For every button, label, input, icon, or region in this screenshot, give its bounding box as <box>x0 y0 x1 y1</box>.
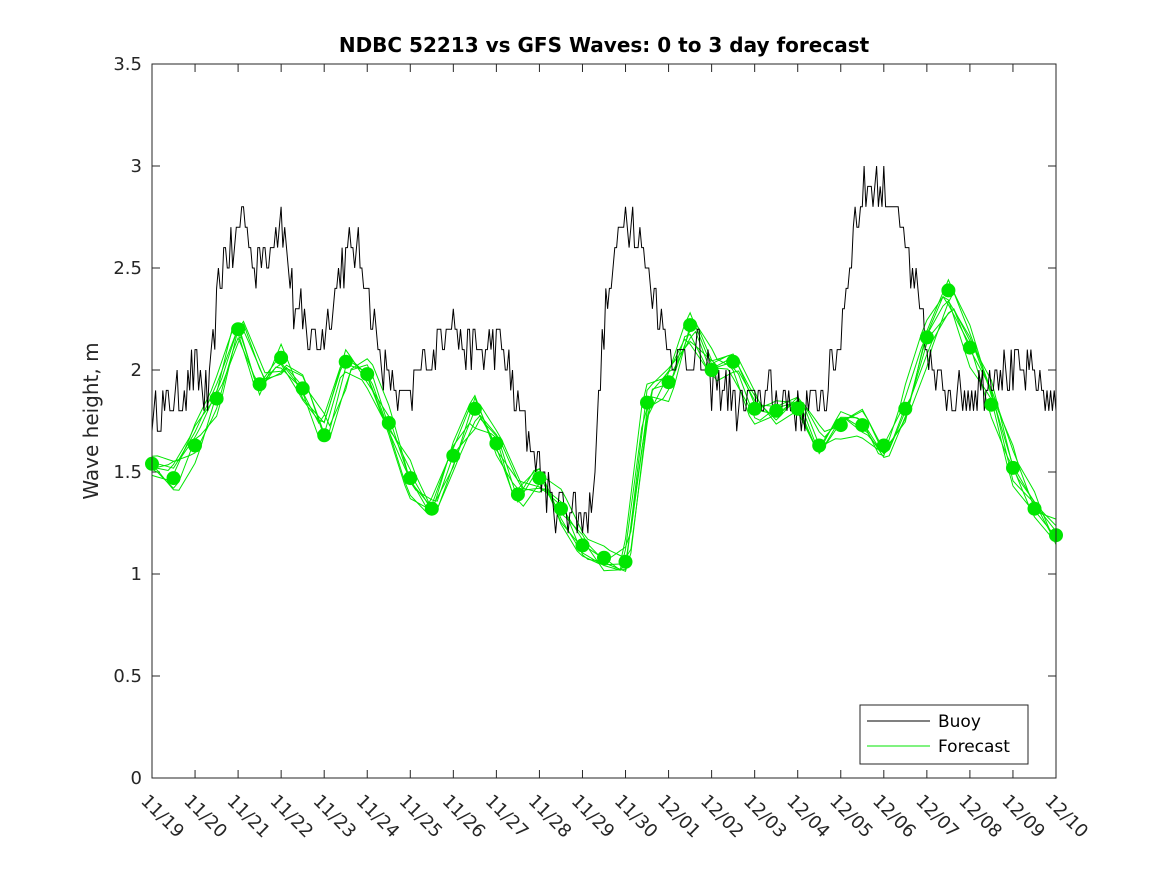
forecast-marker <box>489 436 504 451</box>
forecast-marker <box>683 318 698 333</box>
forecast-marker <box>446 448 461 463</box>
forecast-marker <box>338 354 353 369</box>
forecast-markers <box>145 283 1063 569</box>
forecast-marker <box>855 418 870 433</box>
plot-frame <box>151 63 1057 779</box>
forecast-marker <box>704 363 719 377</box>
forecast-marker <box>640 395 654 410</box>
forecast-marker <box>833 418 848 433</box>
forecast-marker <box>231 322 246 337</box>
legend-box <box>859 704 1029 765</box>
y-tick-label: 3 <box>131 156 142 177</box>
forecast-marker <box>532 471 547 486</box>
forecast-marker <box>919 330 934 345</box>
buoy-series <box>151 165 1057 534</box>
legend-buoy-label: Buoy <box>938 712 981 732</box>
forecast-marker <box>941 283 956 298</box>
axis-ticks <box>151 63 1057 779</box>
chart-title: NDBC 52213 vs GFS Waves: 0 to 3 day fore… <box>339 33 870 57</box>
y-tick-label: 3.5 <box>113 54 142 75</box>
forecast-marker <box>575 538 590 553</box>
forecast-marker <box>769 403 784 418</box>
forecast-line <box>151 278 1057 572</box>
plot-area <box>152 64 1056 778</box>
forecast-marker <box>726 354 741 369</box>
y-tick-label: 1 <box>131 564 142 585</box>
forecast-marker <box>661 375 676 390</box>
y-tick-labels: 0 0.5 1 1.5 2 2.5 3 3.5 <box>113 54 142 789</box>
forecast-marker <box>1006 460 1020 475</box>
forecast-marker <box>618 554 633 569</box>
forecast-marker <box>403 471 418 486</box>
forecast-marker <box>295 381 310 396</box>
forecast-marker <box>274 350 289 365</box>
forecast-marker <box>554 501 568 516</box>
y-tick-label: 2.5 <box>113 258 142 279</box>
forecast-marker <box>510 487 525 502</box>
forecast-marker <box>188 438 202 453</box>
forecast-line <box>151 300 1057 571</box>
y-axis-label: Wave height, m <box>79 342 103 499</box>
forecast-marker <box>962 340 977 355</box>
legend: Buoy Forecast <box>859 704 1029 765</box>
forecast-marker <box>467 401 482 416</box>
y-tick-label: 0.5 <box>113 666 142 687</box>
legend-forecast-label: Forecast <box>938 737 1010 757</box>
forecast-marker <box>790 401 805 416</box>
forecast-marker <box>166 471 181 486</box>
forecast-marker <box>747 401 762 416</box>
forecast-marker <box>252 377 267 392</box>
forecast-marker <box>209 391 224 406</box>
forecast-marker <box>317 428 332 443</box>
y-tick-label: 2 <box>131 360 142 381</box>
forecast-marker <box>876 438 891 453</box>
y-tick-label: 1.5 <box>113 462 142 483</box>
forecast-marker <box>381 416 396 430</box>
forecast-marker <box>812 438 827 453</box>
y-tick-label: 0 <box>131 768 142 789</box>
forecast-marker <box>360 367 375 382</box>
forecast-marker <box>984 397 999 412</box>
forecast-marker <box>1027 501 1042 516</box>
forecast-marker <box>898 401 913 416</box>
forecast-marker <box>424 501 439 516</box>
forecast-marker <box>597 550 611 565</box>
buoy-line <box>151 165 1057 534</box>
